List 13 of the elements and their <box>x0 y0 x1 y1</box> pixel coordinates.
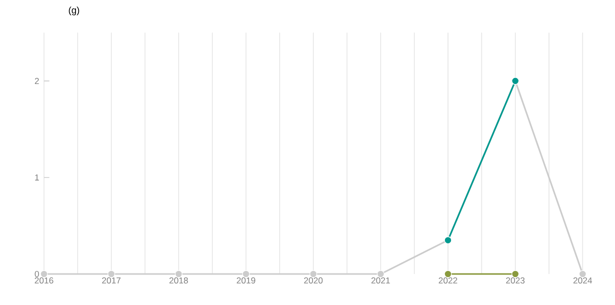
x-tick-label: 2023 <box>506 277 525 284</box>
x-tick-label: 2021 <box>371 277 390 284</box>
x-tick-label: 2024 <box>573 277 592 284</box>
x-tick-label: 2016 <box>34 277 54 284</box>
x-tick-label: 2017 <box>102 277 121 284</box>
x-tick-label: 2018 <box>169 277 188 284</box>
x-tick-label: 2020 <box>304 277 323 284</box>
x-tick-label: 2019 <box>236 277 256 284</box>
y-tick-label: 2 <box>34 78 39 84</box>
x-tick-label: 2022 <box>438 277 458 284</box>
y-tick-label: 1 <box>35 174 39 180</box>
y-tick-label: 0 <box>34 270 39 278</box>
y-axis-title: (g) <box>68 6 80 16</box>
